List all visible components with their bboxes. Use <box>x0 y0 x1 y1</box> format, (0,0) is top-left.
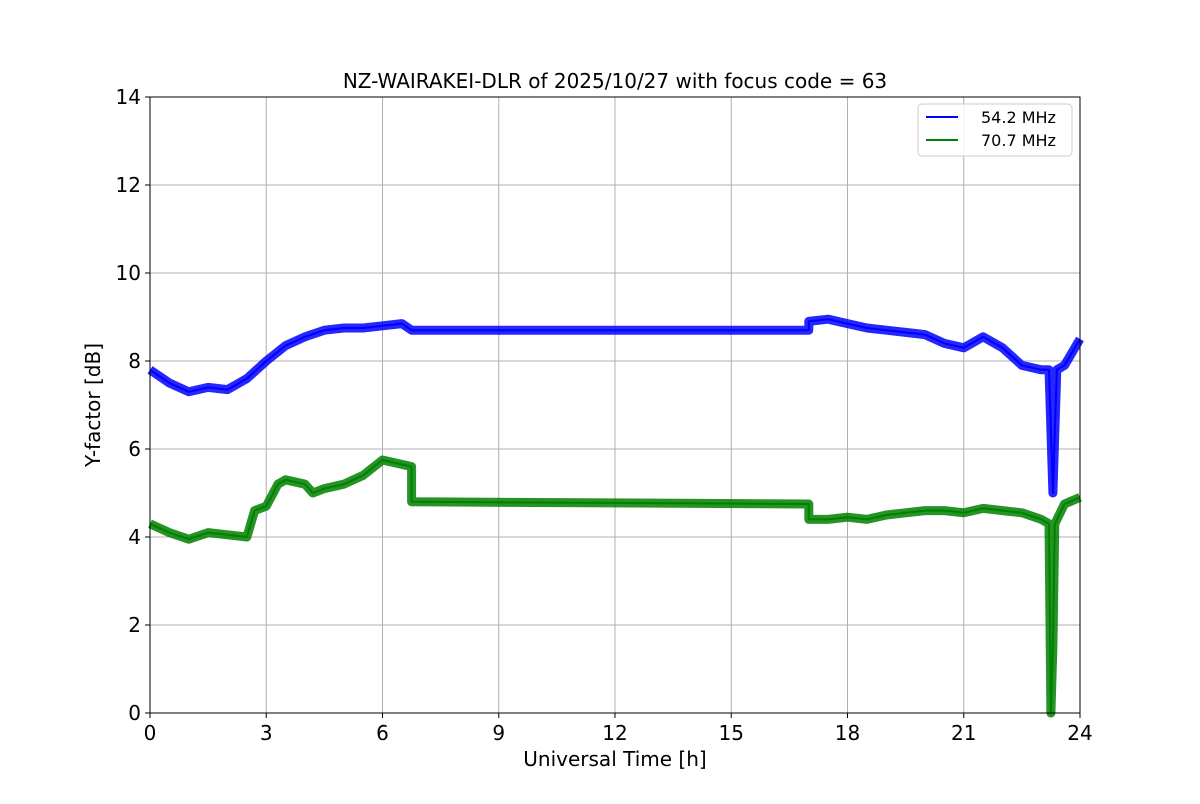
y-tick-label: 10 <box>116 261 141 285</box>
legend-label-54-2: 54.2 MHz <box>981 108 1056 127</box>
series-layer <box>147 314 1084 718</box>
y-axis-title: Y-factor [dB] <box>81 343 105 468</box>
y-tick-label: 6 <box>128 437 141 461</box>
y-tick-label: 8 <box>128 349 141 373</box>
legend-label-70-7: 70.7 MHz <box>981 131 1056 150</box>
x-tick-label: 21 <box>951 721 976 745</box>
x-tick-label: 9 <box>492 721 505 745</box>
series-line-0 <box>149 318 1081 494</box>
x-tick-label: 18 <box>835 721 860 745</box>
x-tick-label: 6 <box>376 721 389 745</box>
x-tick-label: 15 <box>719 721 744 745</box>
x-tick-label: 3 <box>260 721 273 745</box>
y-tick-label: 12 <box>116 173 141 197</box>
y-tick-label: 2 <box>128 613 141 637</box>
x-tick-label: 12 <box>602 721 627 745</box>
y-tick-label: 4 <box>128 525 141 549</box>
y-tick-label: 0 <box>128 701 141 725</box>
chart-title: NZ-WAIRAKEI-DLR of 2025/10/27 with focus… <box>343 69 887 93</box>
x-tick-label: 24 <box>1067 721 1092 745</box>
x-tick-label: 0 <box>144 721 157 745</box>
x-axis-title: Universal Time [h] <box>523 747 706 771</box>
y-tick-label: 14 <box>116 85 141 109</box>
series-line-1 <box>149 459 1081 714</box>
legend: 54.2 MHz 70.7 MHz <box>917 103 1073 157</box>
